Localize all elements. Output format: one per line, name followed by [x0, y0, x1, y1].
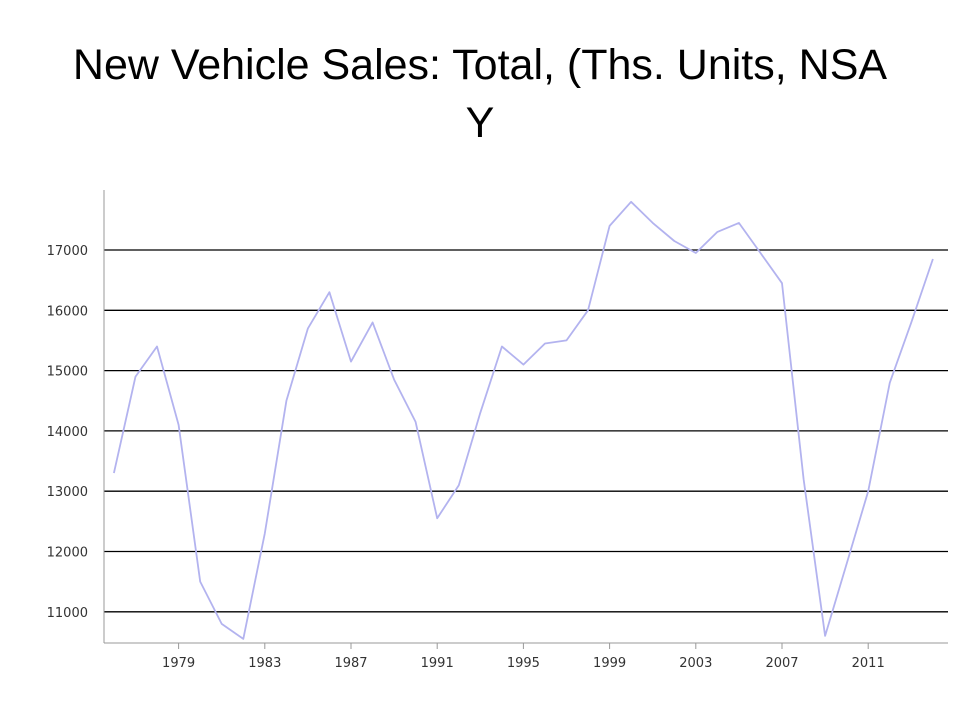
- y-tick-labels: 11000 12000 13000 14000 15000 16000 17000: [47, 244, 88, 621]
- x-tick-label: 2003: [679, 656, 712, 671]
- y-tick-label: 14000: [47, 425, 88, 440]
- x-tick-labels: 1979 1983 1987 1991 1995 1999 2003 2007 2011: [162, 656, 885, 671]
- x-tick-label: 2011: [852, 656, 885, 671]
- x-tick-label: 1999: [593, 656, 626, 671]
- chart-title: New Vehicle Sales: Total, (Ths. Units, N…: [72, 41, 888, 147]
- x-tick-label: 1987: [334, 656, 367, 671]
- axes: [103, 190, 948, 649]
- x-tick-label: 1991: [421, 656, 454, 671]
- y-tick-label: 11000: [47, 606, 88, 621]
- x-tick-label: 2007: [765, 656, 798, 671]
- y-tick-label: 12000: [47, 546, 88, 561]
- y-tick-label: 16000: [47, 304, 88, 319]
- x-tick-label: 1995: [507, 656, 540, 671]
- y-tick-label: 13000: [47, 485, 88, 500]
- series-line: [113, 200, 934, 640]
- x-tick-label: 1979: [162, 656, 195, 671]
- y-tick-label: 17000: [47, 244, 88, 259]
- gridlines: [104, 249, 948, 613]
- x-tick-label: 1983: [248, 656, 281, 671]
- y-tick-label: 15000: [47, 365, 88, 380]
- series: [113, 200, 934, 640]
